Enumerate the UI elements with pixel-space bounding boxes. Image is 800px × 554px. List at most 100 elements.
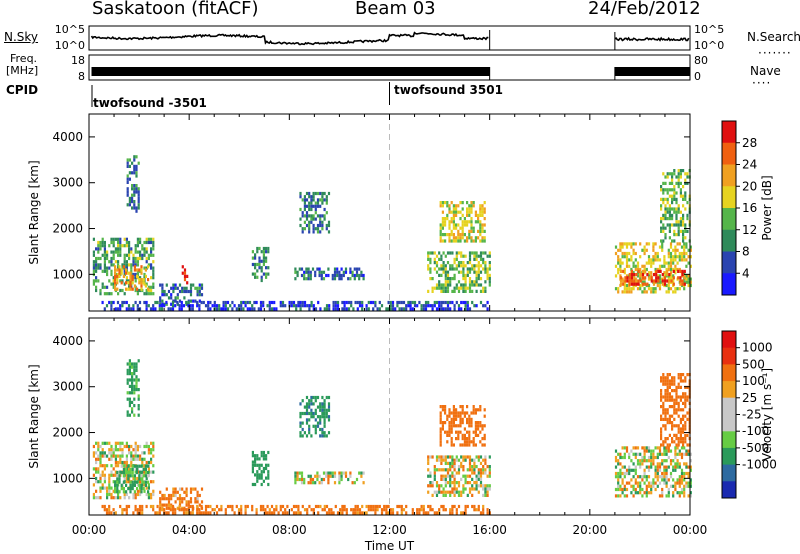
heatmap-velocity-blob [299,395,331,438]
heatmap-velocity-blob [251,450,270,487]
colorbar-label-velocity: Velocity [m s⁻¹] [760,368,774,461]
y-tick-label-velocity: 1000 [52,471,83,485]
colorbar-swatch [722,121,736,144]
heatmap-velocity-blob [614,446,692,498]
nsearch-dots: ······· [758,46,792,60]
nave-label: Nave [750,64,781,78]
colorbar-swatch [722,164,736,187]
x-tick-label: 00:00 [72,523,107,537]
heatmap-velocity-blob [427,455,491,497]
colorbar-swatch [722,251,736,274]
x-tick-label: 08:00 [272,523,307,537]
nsearch-tick-low: 10^0 [694,39,724,52]
colorbar-swatch [722,186,736,209]
nsky-trace-night [614,36,690,42]
colorbar-tick-label-velocity: 25 [742,391,757,405]
colorbar-tick-label-power: 16 [742,201,757,215]
colorbar-swatch [722,364,736,382]
heatmap-power-blob [439,201,486,243]
y-tick-label-power: 2000 [52,222,83,236]
colorbar-tick-label-velocity: -1000 [742,458,777,472]
cpid-program-2: twofsound 3501 [394,83,503,97]
nsky-label: N.Sky [4,30,39,44]
heatmap-power-blob [427,251,491,293]
station-title: Saskatoon (fitACF) [92,0,259,19]
x-tick-label: 04:00 [172,523,207,537]
colorbar-swatch [722,331,736,349]
nave-tick-high: 80 [694,54,708,67]
colorbar-tick-label-power: 12 [742,223,757,237]
heatmap-power-blob [181,265,189,285]
heatmap-velocity-blob [439,405,486,447]
heatmap-power-blob [126,155,140,213]
y-tick-label-power: 4000 [52,130,83,144]
colorbar-tick-label-velocity: -100 [742,424,769,438]
colorbar-tick-label-velocity: 100 [742,374,765,388]
colorbar-tick-label-velocity: -500 [742,441,769,455]
nave-tick-low: 0 [694,70,701,83]
heatmap-power-blob [299,191,331,234]
colorbar-swatch [722,447,736,466]
colorbar-swatch [722,229,736,252]
heatmap-velocity-blob [126,359,140,417]
nsky-panel-frame [88,25,691,51]
beam-title: Beam 03 [355,0,436,19]
heatmap-velocity-blob [159,487,204,510]
colorbar-label-power: Power [dB] [760,175,774,240]
y-axis-label-velocity: Slant Range [km] [27,364,41,468]
heatmap-power-frame [88,113,691,312]
heatmap-velocity-blob [294,471,365,485]
colorbar-tick-label-power: 4 [742,266,750,280]
heatmap-velocity [92,359,692,515]
x-axis-label: Time UT [364,539,415,553]
heatmap-power-blob [114,265,150,291]
nsky-trace-day [90,31,489,46]
colorbar-tick-label-power: 20 [742,179,757,193]
nsky-tick-low: 10^0 [55,39,85,52]
y-tick-label-power: 1000 [52,267,83,281]
colorbar-swatch [722,347,736,365]
freq-label: Freq. [10,52,38,65]
colorbar-tick-label-power: 24 [742,158,757,172]
y-tick-label-power: 3000 [52,176,83,190]
y-axis-label-power: Slant Range [km] [27,160,41,264]
x-tick-label: 20:00 [573,523,608,537]
x-tick-label: 00:00 [673,523,708,537]
colorbar-tick-label-power: 28 [742,136,757,150]
heatmap-power-blob [251,246,270,283]
colorbar-tick-label-velocity: 500 [742,357,765,371]
heatmap-velocity-blob [660,373,691,447]
colorbar-swatch [722,397,736,432]
heatmap-power [92,155,692,311]
date-title: 24/Feb/2012 [588,0,701,19]
x-tick-label: 16:00 [472,523,507,537]
cpid-label: CPID [6,83,39,97]
freq-tick-high: 18 [71,54,85,67]
colorbar-tick-label-velocity: -25 [742,408,762,422]
nave-dots: ···· [752,76,772,90]
y-tick-label-velocity: 2000 [52,426,83,440]
nsearch-tick-high: 10^5 [694,23,724,36]
nsky-tick-high: 10^5 [55,23,85,36]
nsearch-label: N.Search [747,30,800,44]
colorbar-power [721,120,740,296]
colorbar-swatch [722,208,736,231]
colorbar-swatch [722,464,736,482]
x-tick-label: 12:00 [372,523,407,537]
freq-unit-label: [MHz] [6,64,39,77]
colorbar-velocity [721,330,740,499]
heatmap-power-blob [660,169,691,243]
heatmap-velocity-blob [114,464,150,494]
colorbar-swatch [722,381,736,399]
colorbar-swatch [722,481,736,499]
y-tick-label-velocity: 4000 [52,334,83,348]
cpid-program-1: twofsound -3501 [93,96,207,110]
freq-band-night [614,67,690,76]
colorbar-swatch [722,273,736,296]
colorbar-tick-label-power: 8 [742,245,750,259]
heatmap-power-blob [294,267,365,281]
freq-band-day [91,67,490,76]
heatmap-power-blob [614,242,692,294]
heatmap-power-blob [619,269,686,286]
colorbar-swatch [722,431,736,449]
